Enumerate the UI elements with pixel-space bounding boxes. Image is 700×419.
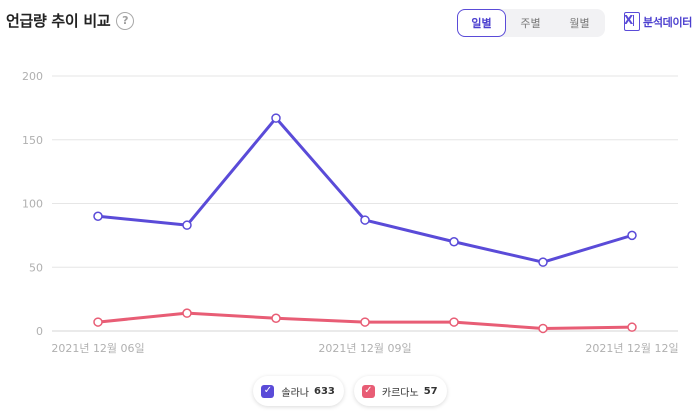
data-point <box>271 313 281 323</box>
data-point <box>360 215 370 225</box>
data-point <box>360 317 370 327</box>
y-tick-label: 0 <box>36 325 43 338</box>
legend-series-count: 57 <box>423 385 438 397</box>
data-point <box>182 308 192 318</box>
grid-lines <box>52 75 678 332</box>
data-points <box>93 113 637 334</box>
checkbox-icon[interactable]: ✓ <box>361 384 375 398</box>
help-icon[interactable]: ? <box>116 11 135 30</box>
x-tick-label: 2021년 12월 06일 <box>51 341 144 355</box>
excel-icon: X <box>624 12 640 31</box>
legend-item-series-1[interactable]: ✓ 솔라나 633 <box>253 376 344 406</box>
y-tick-label: 200 <box>22 70 43 83</box>
y-tick-label: 150 <box>22 134 43 147</box>
period-daily-button[interactable]: 일별 <box>457 9 506 37</box>
chart-title: 언급량 추이 비교 <box>6 12 111 30</box>
data-point <box>271 113 281 123</box>
data-point <box>93 317 103 327</box>
checkbox-icon[interactable]: ✓ <box>261 384 275 398</box>
x-tick-label: 2021년 12월 12일 <box>585 341 678 355</box>
chart-legend: ✓ 솔라나 633 ✓ 카르다노 57 <box>0 376 700 406</box>
y-tick-label: 100 <box>22 198 43 211</box>
period-weekly-button[interactable]: 주별 <box>520 17 541 30</box>
y-tick-label: 50 <box>29 261 43 274</box>
data-point <box>449 237 459 247</box>
y-axis-ticks: 0 50 100 150 200 <box>22 70 43 338</box>
chart-header: 언급량 추이 비교 ? <box>6 10 135 31</box>
data-point <box>627 322 637 332</box>
export-data-button[interactable]: X 분석데이터 <box>624 12 692 31</box>
data-point <box>538 323 548 334</box>
legend-item-series-2[interactable]: ✓ 카르다노 57 <box>353 376 447 406</box>
data-point <box>182 220 192 230</box>
period-monthly-button[interactable]: 월별 <box>569 17 590 30</box>
x-axis-ticks: 2021년 12월 06일 2021년 12월 09일 2021년 12월 12일 <box>51 341 678 355</box>
legend-series-name: 솔라나 <box>281 387 309 399</box>
data-point <box>627 230 637 241</box>
data-point <box>538 257 548 267</box>
data-point <box>93 211 103 221</box>
legend-series-count: 633 <box>314 385 335 397</box>
data-point <box>449 317 459 327</box>
legend-series-name: 카르다노 <box>381 387 419 399</box>
export-label: 분석데이터 <box>643 15 693 29</box>
x-tick-label: 2021년 12월 09일 <box>318 341 411 355</box>
period-toggle: 일별 주별 월별 <box>457 9 605 37</box>
